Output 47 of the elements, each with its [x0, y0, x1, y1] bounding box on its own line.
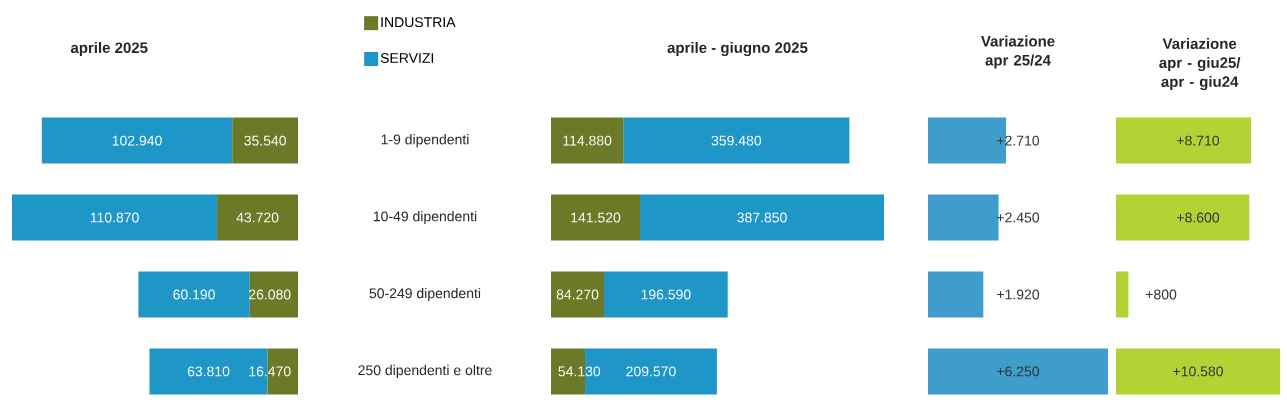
data-label: 141.520	[571, 212, 621, 223]
data-label: 196.590	[641, 289, 691, 300]
bar	[1116, 271, 1129, 318]
bar	[551, 194, 641, 241]
data-label: +8.710	[1177, 135, 1220, 146]
data-label: +1.920	[997, 289, 1040, 300]
y-tick-label: 50-249 dipendenti	[369, 287, 481, 301]
bar	[551, 117, 624, 164]
bar	[604, 271, 728, 318]
chart-title: Variazione apr 25/24	[981, 35, 1055, 69]
bar	[12, 194, 218, 241]
data-label: 387.850	[737, 212, 787, 223]
bar	[1116, 117, 1252, 164]
bar	[640, 194, 885, 241]
data-label: 110.870	[90, 212, 139, 223]
data-label: 35.540	[244, 135, 286, 146]
data-label: 84.270	[556, 289, 599, 300]
data-label: 209.570	[626, 366, 676, 377]
bar	[138, 271, 250, 318]
chart-title: Variazione apr - giu25/ apr - giu24	[1159, 37, 1241, 91]
bar	[1116, 348, 1281, 395]
y-tick-label: 250 dipendenti e oltre	[358, 364, 492, 378]
data-label: +10.580	[1173, 366, 1223, 377]
data-label: 60.190	[173, 289, 215, 300]
data-label: +6.250	[997, 366, 1040, 377]
data-label: 102.940	[112, 135, 162, 146]
bar	[232, 117, 298, 164]
data-label: 359.480	[711, 135, 762, 146]
y-tick-label: 10-49 dipendenti	[373, 211, 477, 225]
bar	[623, 117, 850, 164]
chart-title: aprile - giugno 2025	[667, 41, 808, 57]
bar	[928, 348, 1109, 395]
bar	[217, 194, 298, 241]
y-tick-label: 1-9 dipendenti	[381, 134, 469, 148]
bar	[41, 117, 233, 164]
chart-title: aprile 2025	[70, 42, 148, 56]
bar	[1116, 194, 1250, 241]
legend-label: INDUSTRIA	[381, 17, 456, 28]
data-label: +8.600	[1177, 212, 1220, 223]
data-label: 63.810	[187, 366, 230, 377]
legend-label: SERVIZI	[380, 53, 434, 63]
bar	[551, 271, 605, 318]
bar	[928, 194, 999, 241]
data-label: 43.720	[236, 212, 279, 223]
data-label: 114.880	[563, 135, 612, 146]
data-label: +800	[1145, 289, 1177, 300]
bar	[928, 271, 984, 318]
